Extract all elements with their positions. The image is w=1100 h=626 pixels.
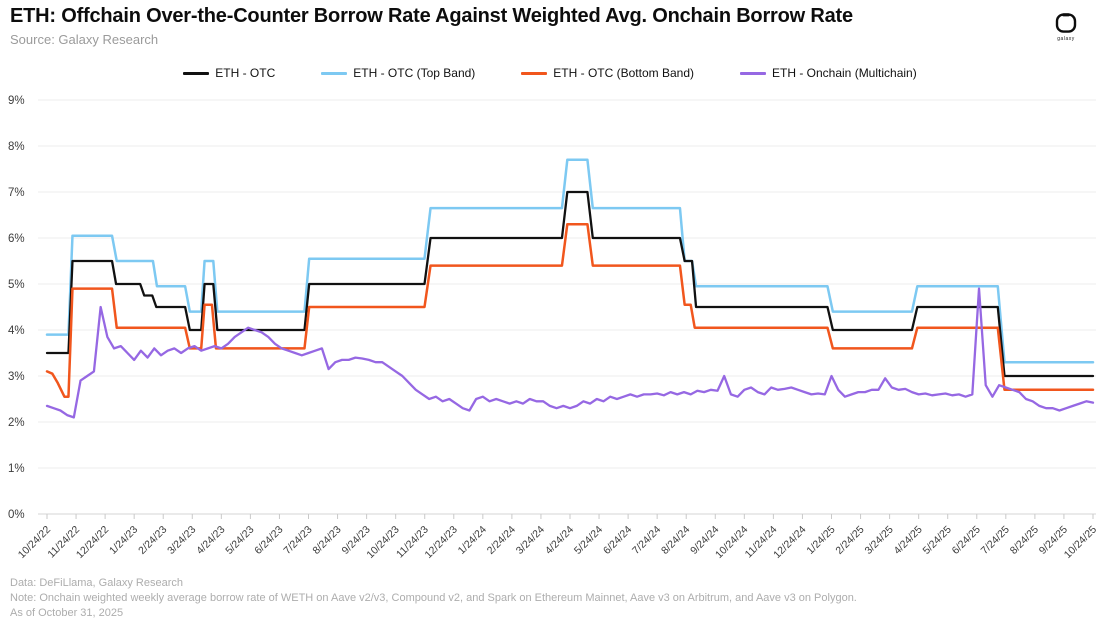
x-axis-label: 5/24/25 — [921, 524, 954, 557]
x-axis-label: 3/24/23 — [165, 524, 198, 557]
x-axis-label: 8/24/24 — [659, 524, 692, 557]
legend-item-1: ETH - OTC (Top Band) — [321, 66, 475, 80]
legend-label: ETH - Onchain (Multichain) — [772, 66, 917, 80]
y-axis-label-6: 6% — [8, 233, 25, 245]
x-axis-label: 8/24/25 — [1008, 524, 1041, 557]
x-axis-label: 5/24/23 — [223, 524, 256, 557]
x-axis-label: 8/24/23 — [310, 524, 343, 557]
galaxy-logo: galaxy — [1046, 12, 1086, 42]
x-axis-label: 4/24/24 — [543, 524, 576, 557]
galaxy-logo-word: galaxy — [1057, 36, 1075, 42]
x-axis-label: 6/24/25 — [950, 524, 983, 557]
x-axis-label: 4/24/25 — [892, 524, 925, 557]
y-axis-label-5: 5% — [8, 279, 25, 291]
y-axis-label-7: 7% — [8, 187, 25, 199]
legend-swatch-icon — [740, 71, 766, 75]
y-axis-label-1: 1% — [8, 463, 25, 475]
footer-as-of-date: As of October 31, 2025 — [10, 607, 124, 619]
x-axis-label: 1/24/25 — [804, 524, 837, 557]
x-axis-label: 10/24/25 — [1062, 524, 1099, 561]
x-axis-label: 5/24/24 — [572, 524, 605, 557]
x-axis-label: 3/24/24 — [514, 524, 547, 557]
x-axis-label: 1/24/24 — [456, 524, 489, 557]
series-line-eth-otc-bottom-band- — [45, 222, 1095, 398]
x-axis-label: 7/24/24 — [630, 524, 663, 557]
series-line-eth-otc — [45, 190, 1095, 378]
x-axis-label: 2/24/24 — [485, 524, 518, 557]
legend-label: ETH - OTC — [215, 66, 276, 80]
series-line-eth-onchain-multichain- — [45, 287, 1095, 419]
y-axis-label-3: 3% — [8, 371, 25, 383]
y-axis-label-4: 4% — [8, 325, 25, 337]
x-axis-label: 1/24/23 — [107, 524, 140, 557]
x-axis-label: 2/24/23 — [136, 524, 169, 557]
legend-swatch-icon — [183, 71, 210, 75]
x-axis-label: 12/24/22 — [74, 524, 111, 561]
x-axis-label: 2/24/25 — [833, 524, 866, 557]
legend-swatch-icon — [521, 71, 548, 75]
y-axis-label-0: 0% — [8, 509, 25, 521]
legend-swatch-icon — [321, 71, 348, 75]
page-title: ETH: Offchain Over-the-Counter Borrow Ra… — [10, 5, 853, 27]
x-axis-label: 12/24/23 — [423, 524, 460, 561]
legend-item-2: ETH - OTC (Bottom Band) — [521, 66, 694, 80]
y-axis-label-9: 9% — [8, 95, 25, 107]
x-axis-label: 7/24/25 — [979, 524, 1012, 557]
footer-data-credit: Data: DeFiLlama, Galaxy Research — [10, 577, 184, 589]
legend-item-3: ETH - Onchain (Multichain) — [740, 66, 917, 80]
x-axis-label: 6/24/23 — [252, 524, 285, 557]
y-axis-label-2: 2% — [8, 417, 25, 429]
x-axis-label: 6/24/24 — [601, 524, 634, 557]
y-axis-label-8: 8% — [8, 141, 25, 153]
chart-legend: ETH - OTC ETH - OTC (Top Band) ETH - OTC (… — [0, 66, 1100, 80]
footer-note: Note: Onchain weighted weekly average bo… — [10, 592, 857, 604]
legend-label: ETH - OTC (Top Band) — [353, 66, 476, 80]
galaxy-logo-icon — [1046, 12, 1086, 34]
source-caption: Source: Galaxy Research — [10, 32, 159, 47]
x-axis-label: 3/24/25 — [862, 524, 895, 557]
legend-label: ETH - OTC (Bottom Band) — [553, 66, 694, 80]
x-axis-label: 7/24/23 — [281, 524, 314, 557]
x-axis-label: 4/24/23 — [194, 524, 227, 557]
legend-item-0: ETH - OTC — [183, 66, 275, 80]
series-line-eth-otc-top-band- — [45, 158, 1095, 364]
x-axis-label: 12/24/24 — [771, 524, 808, 561]
